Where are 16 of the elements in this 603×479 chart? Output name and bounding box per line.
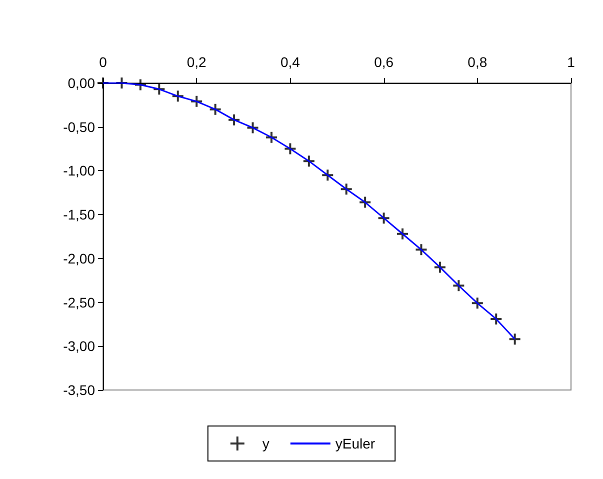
y-tick-label: 0,00 [68, 75, 96, 91]
y-tick-label: -0,50 [63, 118, 96, 135]
y-tick-label: -3,00 [63, 338, 96, 354]
legend-label: y [262, 436, 270, 452]
y-tick-label: -1,50 [63, 206, 96, 223]
x-tick-label: 0,6 [374, 54, 394, 70]
y-tick-label: -2,00 [63, 250, 96, 266]
y-tick-label: -2,50 [63, 294, 96, 310]
y-tick-label: -3,50 [63, 382, 96, 398]
legend-label: yEuler [335, 436, 376, 452]
x-tick-label: 0,8 [468, 54, 488, 70]
x-tick-label: 1 [567, 54, 576, 70]
x-tick-label: 0,4 [280, 54, 300, 70]
x-tick-label: 0,2 [186, 54, 207, 70]
x-tick-label: 0 [99, 54, 108, 70]
y-tick-label: -1,00 [63, 162, 96, 179]
